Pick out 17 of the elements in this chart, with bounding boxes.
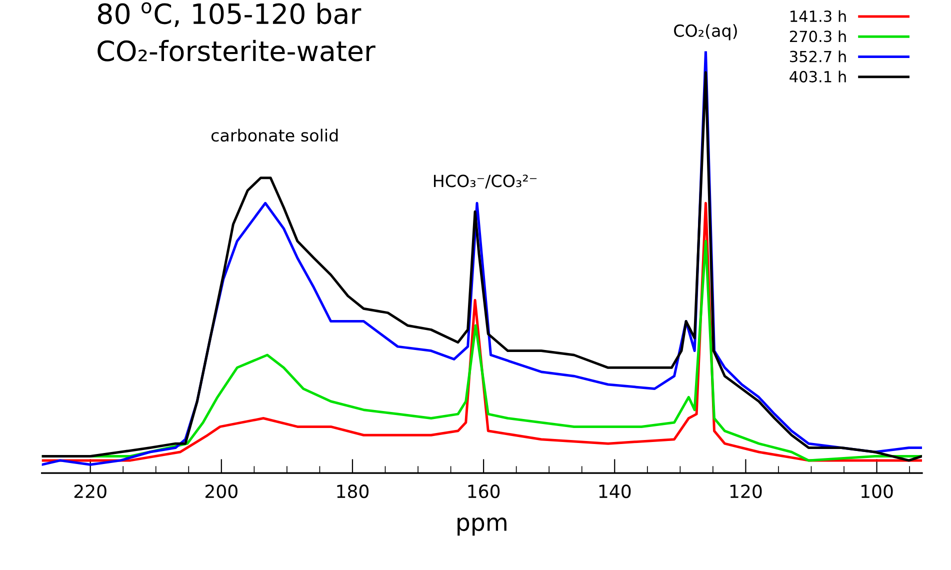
annotation: HCO₃⁻/CO₃²⁻ (434, 174, 537, 189)
x-tick-label: 140 (599, 484, 631, 498)
annotation: CO₂(aq) (674, 24, 737, 40)
x-tick-label: 100 (862, 484, 893, 498)
x-tick-label: 120 (730, 484, 762, 498)
legend-label: 403.1 h (790, 70, 846, 82)
legend-label: 270.3 h (790, 30, 846, 42)
x-axis-title: ppm (458, 518, 506, 536)
chart-title: 80 $^{o}$C, 105-120 bar (98, 2, 362, 28)
x-tick-label: 180 (337, 484, 369, 498)
legend-label: 352.7 h (790, 50, 846, 62)
x-tick-label: 220 (74, 484, 106, 498)
chart-subtitle: CO₂-forsterite-water (98, 40, 376, 62)
x-tick-label: 160 (468, 484, 500, 498)
x-tick-label: 200 (206, 484, 238, 498)
legend-label: 141.3 h (790, 10, 846, 22)
annotation: carbonate solid (211, 128, 338, 142)
